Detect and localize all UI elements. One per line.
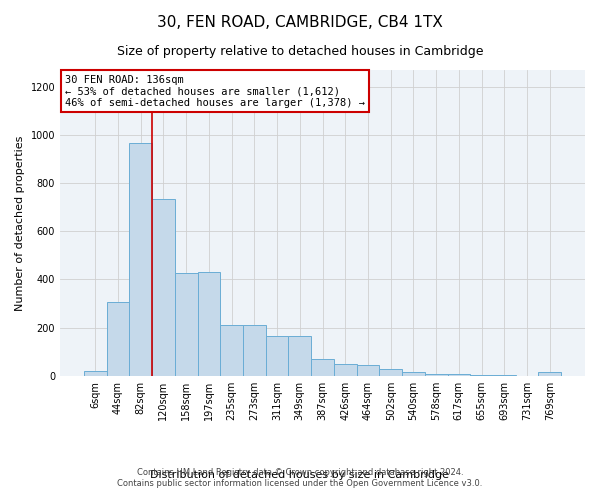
Bar xyxy=(311,359,334,376)
Text: Size of property relative to detached houses in Cambridge: Size of property relative to detached ho… xyxy=(117,45,483,58)
Text: 30 FEN ROAD: 136sqm
← 53% of detached houses are smaller (1,612)
46% of semi-det: 30 FEN ROAD: 136sqm ← 53% of detached ho… xyxy=(65,74,365,108)
Bar xyxy=(107,302,130,376)
Bar xyxy=(334,364,356,376)
Bar xyxy=(425,374,448,376)
Text: Contains HM Land Registry data © Crown copyright and database right 2024.
Contai: Contains HM Land Registry data © Crown c… xyxy=(118,468,482,487)
Bar xyxy=(470,374,493,376)
Bar xyxy=(356,365,379,376)
Bar xyxy=(130,144,152,376)
Bar xyxy=(493,375,515,376)
Bar xyxy=(289,336,311,376)
Bar xyxy=(538,372,561,376)
Text: 30, FEN ROAD, CAMBRIDGE, CB4 1TX: 30, FEN ROAD, CAMBRIDGE, CB4 1TX xyxy=(157,15,443,30)
Bar xyxy=(266,336,289,376)
Bar xyxy=(379,370,402,376)
Y-axis label: Number of detached properties: Number of detached properties xyxy=(15,135,25,310)
Bar xyxy=(197,272,220,376)
Bar xyxy=(402,372,425,376)
Bar xyxy=(220,325,243,376)
Bar xyxy=(84,371,107,376)
Bar xyxy=(448,374,470,376)
Text: Distribution of detached houses by size in Cambridge: Distribution of detached houses by size … xyxy=(151,470,449,480)
Bar xyxy=(175,274,197,376)
Bar xyxy=(152,199,175,376)
Bar xyxy=(243,325,266,376)
